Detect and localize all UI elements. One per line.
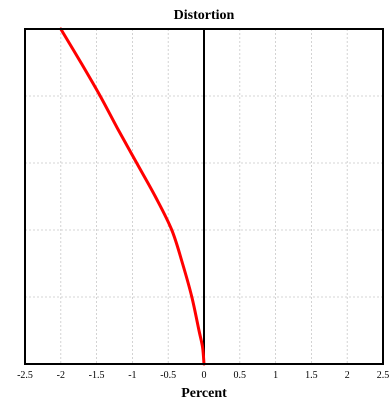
x-axis-title: Percent: [181, 386, 227, 401]
x-tick-label: 2: [345, 370, 350, 381]
series-layer: [59, 27, 206, 366]
x-tick-label: 1.5: [305, 370, 318, 381]
plot-frame: [24, 28, 384, 365]
x-tick-label: -2.5: [17, 370, 33, 381]
x-tick-label: -0.5: [160, 370, 176, 381]
series-line-0: [59, 27, 206, 366]
x-tick-label: -1: [128, 370, 136, 381]
x-tick-label: -1.5: [89, 370, 105, 381]
chart-title: Distortion: [174, 8, 235, 23]
x-tick-label: 1: [273, 370, 278, 381]
x-tick-label: 0.5: [234, 370, 247, 381]
x-tick-label: 0: [202, 370, 207, 381]
x-tick-label-layer: -2.5 -2 -1.5 -1 -0.5 0 0.5 1 1.5 2 2.5: [17, 370, 389, 381]
x-tick-label: 2.5: [377, 370, 390, 381]
x-tick-label: -2: [57, 370, 65, 381]
